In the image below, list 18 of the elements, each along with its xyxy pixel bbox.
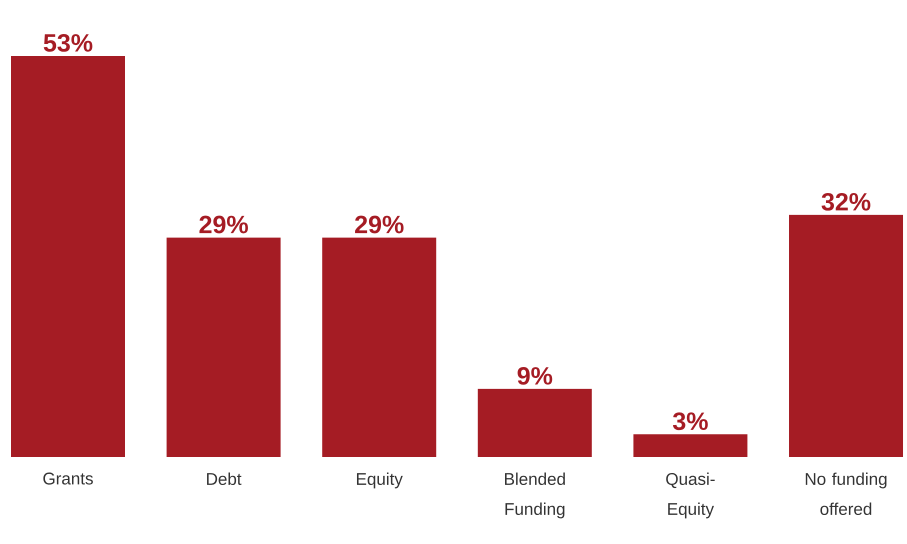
data-label: 32%: [822, 192, 870, 211]
bar: [633, 434, 748, 458]
x-tick-label: Quasi-Equity: [666, 472, 715, 518]
data-label: 3%: [672, 412, 708, 430]
bar: [166, 238, 281, 458]
x-tick-label: Grants: [43, 472, 93, 485]
bar: [322, 238, 436, 458]
x-tick-label: No funding offered: [806, 472, 886, 516]
bar: [11, 56, 125, 458]
bar: [789, 214, 904, 458]
data-label: 9%: [518, 367, 552, 385]
data-label: 29%: [199, 216, 248, 234]
data-label: 29%: [355, 216, 404, 234]
bar: [478, 388, 592, 458]
x-tick-label: Blended Funding: [505, 472, 565, 518]
data-label: 53%: [44, 34, 92, 52]
x-tick-label: Debt: [207, 472, 242, 486]
x-tick-label: Equity: [356, 472, 403, 488]
